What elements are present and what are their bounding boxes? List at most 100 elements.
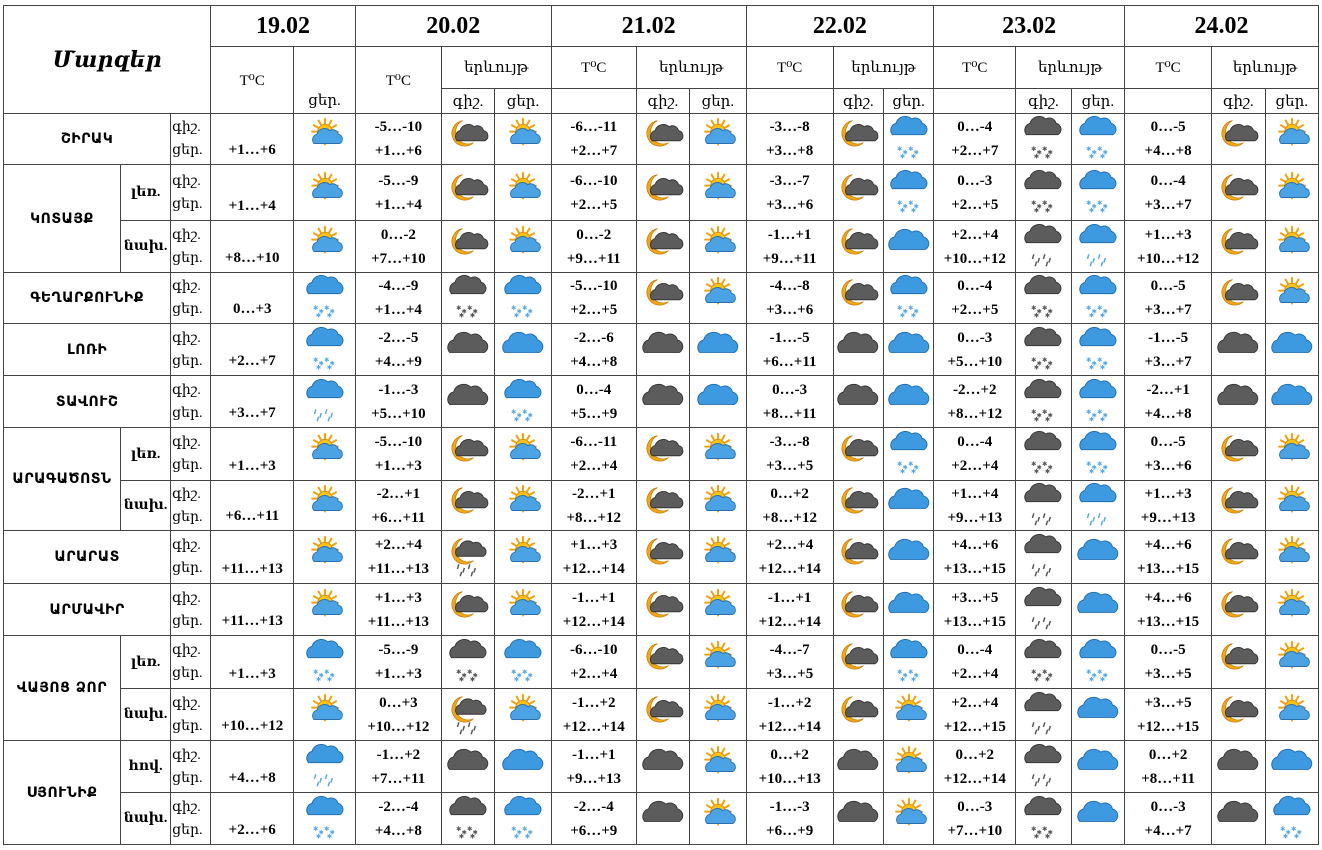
svg-text:✱: ✱ [318, 828, 323, 836]
svg-text:✱: ✱ [1048, 464, 1053, 472]
svg-text:✱: ✱ [326, 363, 331, 371]
subregion-name: հով. [119, 740, 172, 793]
night-temp: 0…+2 [770, 485, 809, 502]
sun-cloud-icon [494, 688, 552, 741]
snow-icon: ✱ ✱ ✱ ✱ ✱ ✱ [1070, 164, 1126, 221]
dark-cloud-icon [832, 375, 884, 428]
temperature-cell: -4…-8 +3…+6 [745, 272, 834, 324]
svg-text:✱: ✱ [1048, 672, 1053, 680]
svg-text:✱: ✱ [1089, 675, 1094, 683]
svg-text:✱: ✱ [459, 311, 464, 319]
svg-text:✱: ✱ [911, 675, 916, 683]
svg-text:✱: ✱ [1043, 407, 1048, 415]
sun-cloud-icon [689, 220, 747, 273]
svg-text:✱: ✱ [1285, 828, 1290, 836]
svg-text:✱: ✱ [1097, 145, 1102, 153]
subregion-name: նախ. [119, 480, 172, 531]
night-label: գիշ. [172, 330, 201, 346]
svg-text:✱: ✱ [1291, 824, 1296, 832]
table-row: նախ. գիշ. ցեր. +8…+10 0…-2 +7…+10 0…-2 +9…+11 -1… [4, 220, 1320, 273]
svg-text:✱: ✱ [1032, 355, 1037, 363]
night-temp: -5…-9 [378, 642, 419, 658]
day-temp: +12…+14 [943, 770, 1006, 787]
night-temp: 0…-3 [957, 329, 993, 346]
night-temp: -6…-11 [570, 119, 618, 135]
svg-text:✱: ✱ [517, 308, 522, 316]
svg-text:✱: ✱ [315, 363, 320, 371]
temp-header: T⁰C [745, 46, 834, 89]
svg-text:✱: ✱ [908, 304, 913, 312]
table-row: ԼՈՌԻ գիշ. ցեր. +2…+7 ✱ ✱ ✱ ✱ ✱ ✱ -2…-5 +4…+9 -2…-6 +4… [2, 323, 1320, 376]
svg-text:✱: ✱ [1100, 152, 1105, 160]
day-temp: +1…+4 [374, 196, 422, 213]
temperature-cell: 0…-4 +5…+9 [550, 375, 637, 428]
night-temp: +2…+4 [951, 694, 999, 711]
sun-cloud-icon [882, 792, 935, 845]
temperature-cell: +8…+10 [210, 220, 295, 273]
svg-text:✱: ✱ [900, 152, 905, 160]
night-temp: 0…-5 [1150, 434, 1186, 450]
day-label: ցեր. [172, 613, 203, 629]
cloud-icon [1264, 740, 1320, 793]
svg-text:✱: ✱ [1037, 202, 1042, 210]
svg-text:✱: ✱ [318, 308, 323, 316]
temperature-cell: +1…+3 +11…+13 [354, 583, 442, 636]
temperature-cell: +11…+13 [210, 583, 295, 636]
svg-text:✱: ✱ [1086, 460, 1091, 468]
night-temp: +4…+6 [951, 537, 999, 553]
time-labels: գիշ. ցեր. [170, 530, 212, 584]
day-temp: +7…+10 [947, 822, 1003, 839]
dark-rain-icon [1015, 480, 1072, 531]
day-temp: +1…+6 [374, 143, 422, 159]
svg-text:✱: ✱ [473, 308, 478, 316]
day-label: ցեր. [172, 666, 203, 681]
svg-text:✱: ✱ [897, 668, 902, 676]
night-label: գիշ. [172, 538, 201, 553]
svg-text:✱: ✱ [1037, 411, 1042, 419]
svg-text:✱: ✱ [514, 415, 519, 423]
svg-text:✱: ✱ [1048, 308, 1053, 316]
sun-cloud-icon [494, 530, 552, 584]
svg-text:✱: ✱ [1034, 206, 1039, 214]
temperature-cell: +3…+5 +12…+15 [1124, 688, 1213, 741]
temperature-cell: 0…-5 +3…+5 [1124, 635, 1213, 689]
night-label: գիշ. [172, 643, 201, 658]
svg-text:✱: ✱ [1091, 359, 1096, 367]
svg-text:✱: ✱ [324, 355, 329, 363]
night-temp: 0…-2 [576, 226, 612, 243]
temperature-cell: -1…+1 +9…+13 [550, 740, 637, 793]
temperature-cell: +3…+5 +13…+15 [933, 583, 1017, 636]
day-temp: +4…+8 [1144, 143, 1192, 159]
svg-text:✱: ✱ [1086, 355, 1091, 363]
svg-text:✱: ✱ [315, 832, 320, 840]
day-temp: +3…+6 [766, 302, 814, 318]
svg-text:✱: ✱ [1048, 359, 1053, 367]
night-temp: 0…-3 [1150, 798, 1186, 815]
table-row: ԱՐԱՐԱՏ գիշ. ցեր. +11…+13 +2…+4 +11…+13 +1…+3 +1… [2, 530, 1320, 584]
svg-text:✱: ✱ [1043, 145, 1048, 153]
sun-cloud-icon [689, 113, 747, 165]
night-temp: -5…-10 [374, 434, 423, 450]
night-temp: +1…+3 [374, 589, 422, 606]
sun-cloud-icon [689, 688, 747, 741]
time-labels: գիշ. ցեր. [170, 480, 212, 531]
region-name: ԳԵՂԱՐՔՈՒՆԻՔ [2, 272, 172, 324]
svg-text:✱: ✱ [1043, 304, 1048, 312]
region-name: ՎԱՅՈՑ ՁՈՐ [3, 635, 121, 741]
temperature-cell: +2…+4 +10…+12 [933, 220, 1017, 273]
night-temp: -4…-7 [769, 642, 810, 658]
table-row: ՇԻՐԱԿ գիշ. ցեր. +1…+6 -5…-10 +1…+6 -6…-11 +2…+7… [2, 113, 1320, 165]
dark-snow-icon: ✱ ✱ ✱ ✱ ✱ ✱ [1015, 272, 1072, 324]
sun-cloud-icon [293, 583, 356, 636]
svg-text:✱: ✱ [525, 415, 530, 423]
temperature-cell: -5…-10 +2…+5 [550, 272, 637, 324]
forecast-table: Մարզեր 19.02 20.02 21.02 22.02 23.02 24.… [2, 5, 1320, 845]
svg-text:✱: ✱ [514, 832, 519, 840]
temperature-cell: +2…+6 [210, 792, 295, 845]
temperature-cell: -6…-10 +2…+4 [550, 635, 637, 689]
night-temp: 0…-5 [1150, 642, 1186, 658]
temperature-cell: 0…+2 +8…+11 [1124, 740, 1213, 793]
temperature-cell: -1…-3 +6…+9 [745, 792, 834, 845]
sun-cloud-icon [1264, 113, 1320, 165]
day-temp: +12…+14 [758, 561, 821, 577]
